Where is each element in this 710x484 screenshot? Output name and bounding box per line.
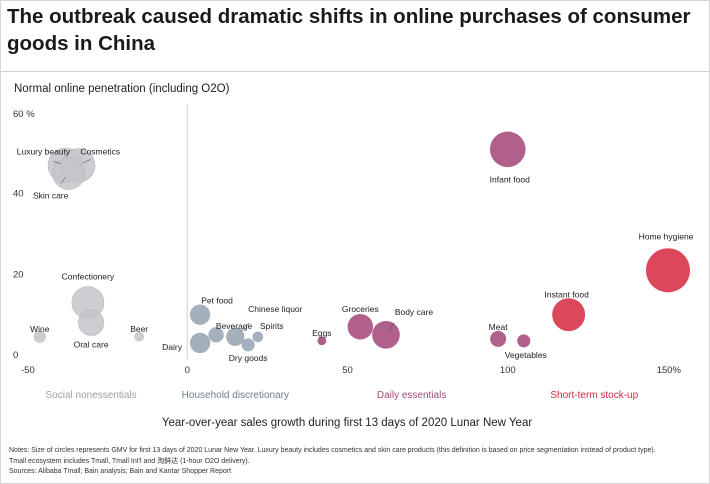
bubble-label-oral-care: Oral care xyxy=(74,340,109,350)
x-tick-label: -50 xyxy=(21,365,35,376)
y-axis-title: Normal online penetration (including O2O… xyxy=(14,83,230,95)
bubble-label-beer: Beer xyxy=(130,324,148,334)
bubble-label-wine: Wine xyxy=(30,324,50,334)
x-tick-label: 0 xyxy=(185,365,190,376)
bubble-label-spirits: Spirits xyxy=(260,321,284,331)
bubble-label-dry-goods: Dry goods xyxy=(229,353,268,363)
bubble-label-meat: Meat xyxy=(489,322,509,332)
bubble-beverage xyxy=(208,327,224,343)
y-tick-label: 0 xyxy=(13,350,18,361)
title-divider xyxy=(0,71,710,72)
chart-notes: Notes: Size of circles represents GMV fo… xyxy=(9,446,701,478)
bubble-label-beverage: Beverage xyxy=(216,321,253,331)
y-tick-label: 40 xyxy=(13,189,24,200)
bubble-label-pet-food: Pet food xyxy=(201,296,233,306)
x-tick-label: 100 xyxy=(500,365,516,376)
bubble-vegetables xyxy=(517,334,531,348)
leader-line xyxy=(53,161,61,165)
bubble-label-chinese-liquor: Chinese liquor xyxy=(248,304,303,314)
bubble-wine xyxy=(33,330,46,343)
y-tick-label: 60 % xyxy=(13,109,35,120)
bubble-groceries xyxy=(347,314,374,340)
bubble-oral-care xyxy=(78,309,105,336)
bubble-label-groceries: Groceries xyxy=(342,304,379,314)
category-label-daily-essentials: Daily essentials xyxy=(377,390,446,401)
bubble-label-vegetables: Vegetables xyxy=(505,350,547,360)
bubble-instant-food xyxy=(552,298,586,332)
leader-line xyxy=(388,322,395,331)
bubble-skin-care xyxy=(52,157,85,190)
category-label-household-discretionary: Household discretionary xyxy=(182,390,289,401)
leader-line xyxy=(60,177,66,184)
page-title: The outbreak caused dramatic shifts in o… xyxy=(7,5,691,55)
note-line-3: Sources: Alibaba Tmall; Bain analysis; B… xyxy=(9,468,232,475)
bubble-body-care xyxy=(372,321,400,349)
leader-line xyxy=(82,159,91,164)
leader-line xyxy=(240,322,250,332)
bubble-pet-food xyxy=(189,304,211,325)
bubble-spirits xyxy=(252,331,264,343)
y-tick-label: 20 xyxy=(13,269,24,280)
bubble-label-body-care: Body care xyxy=(395,307,434,317)
bubble-chinese-liquor xyxy=(226,327,245,347)
bubble-eggs xyxy=(317,336,327,346)
x-tick-label: 50 xyxy=(342,365,353,376)
x-tick-label: 150% xyxy=(657,365,682,376)
bubble-dairy xyxy=(189,332,211,354)
category-label-short-term-stockup: Short-term stock-up xyxy=(550,390,638,401)
bubble-label-dairy: Dairy xyxy=(162,342,183,352)
bubble-dry-goods xyxy=(241,338,255,352)
note-line-1: Notes: Size of circles represents GMV fo… xyxy=(9,447,656,454)
bubble-label-home-hygiene: Home hygiene xyxy=(639,231,694,241)
bubble-label-confectionery: Confectionery xyxy=(62,272,115,282)
bubble-beer xyxy=(134,332,144,342)
note-line-2: Tmall ecosystem includes Tmall, Tmall In… xyxy=(9,457,250,465)
x-axis-title: Year-over-year sales growth during first… xyxy=(162,417,533,429)
category-label-social-nonessentials: Social nonessentials xyxy=(46,390,137,401)
bubble-label-eggs: Eggs xyxy=(312,328,331,338)
bubble-home-hygiene xyxy=(645,248,691,293)
bubble-label-infant-food: Infant food xyxy=(490,174,530,184)
bubble-meat xyxy=(490,330,507,347)
bubble-label-cosmetics: Cosmetics xyxy=(80,146,120,156)
bubble-label-instant-food: Instant food xyxy=(544,290,589,300)
bubble-label-skin-care: Skin care xyxy=(33,191,69,201)
bubble-infant-food xyxy=(489,131,526,168)
bubble-label-luxury-beauty: Luxury beauty xyxy=(17,146,71,156)
